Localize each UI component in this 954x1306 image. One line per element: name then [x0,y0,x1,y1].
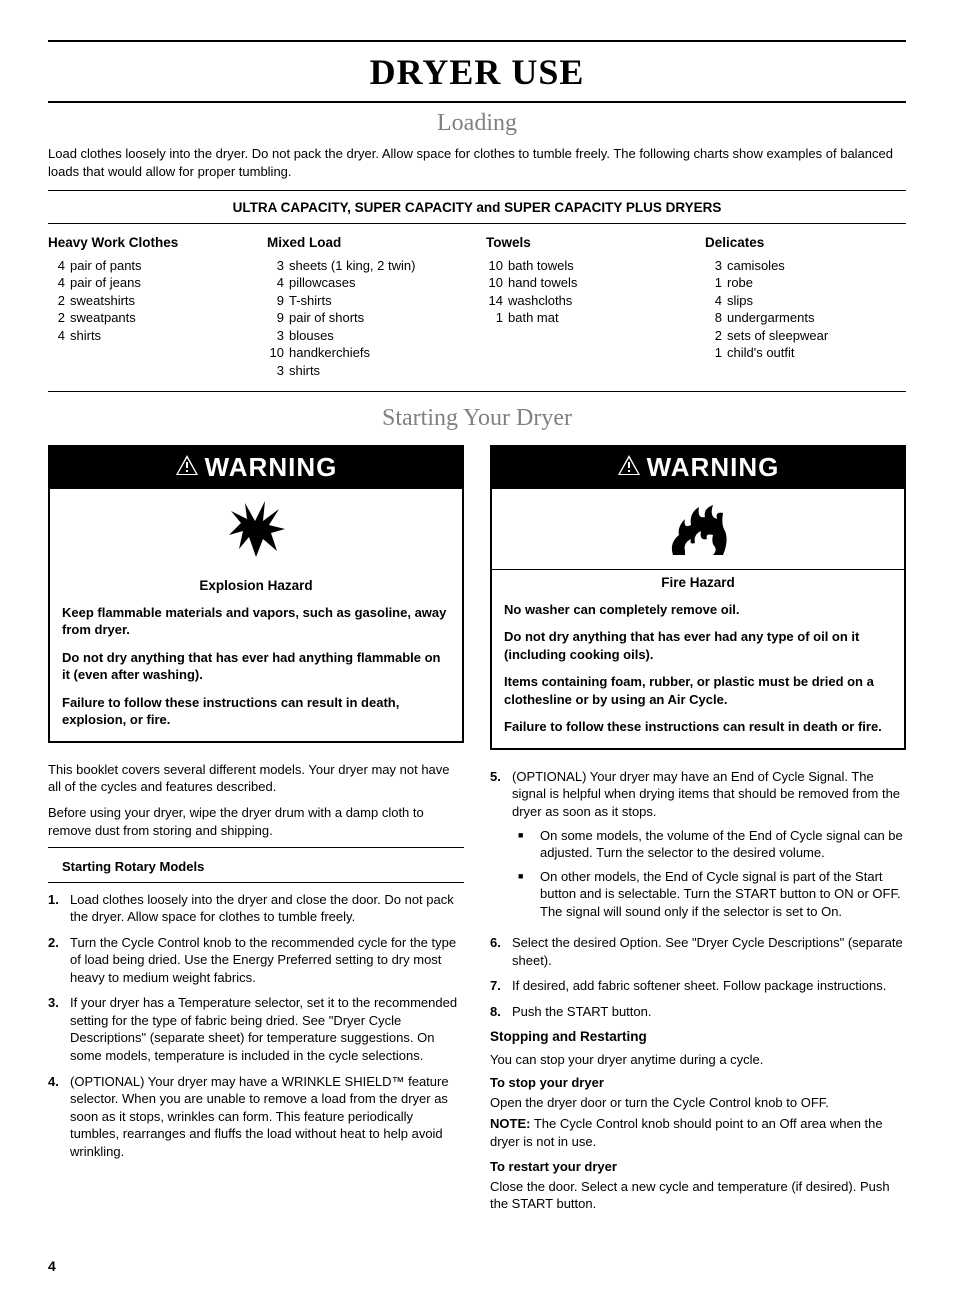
right-column: WARNING Fire Hazard No washer can comple… [490,445,906,1221]
warning-line: Failure to follow these instructions can… [62,694,450,729]
rotary-rule-2 [48,882,464,883]
load-item: 3shirts [267,362,468,380]
to-restart-label: To restart your dryer [490,1158,906,1176]
explosion-body: Keep flammable materials and vapors, suc… [50,604,462,741]
step-8: Push the START button. [490,1003,906,1021]
two-column-layout: WARNING Explosion Hazard Keep flammable … [48,445,906,1221]
load-item: 10hand towels [486,274,687,292]
loading-subtitle: Loading [48,107,906,139]
load-column-title: Mixed Load [267,234,468,252]
load-item: 2sweatshirts [48,292,249,310]
note-line: NOTE: The Cycle Control knob should poin… [490,1115,906,1150]
load-item: 4shirts [48,327,249,345]
load-item: 4pillowcases [267,274,468,292]
load-column: Towels 10bath towels10hand towels14washcl… [486,234,687,379]
warning-line: Items containing foam, rubber, or plasti… [504,673,892,708]
step-5-bullets: On some models, the volume of the End of… [512,827,906,921]
load-column-title: Delicates [705,234,906,252]
warning-line: Do not dry anything that has ever had an… [504,628,892,663]
fire-body: No washer can completely remove oil. Do n… [492,601,904,748]
note-text: The Cycle Control knob should point to a… [490,1116,883,1149]
loading-intro: Load clothes loosely into the dryer. Do … [48,145,906,180]
load-item: 3blouses [267,327,468,345]
load-item: 9pair of shorts [267,309,468,327]
load-item: 1child's outfit [705,344,906,362]
load-item: 3sheets (1 king, 2 twin) [267,257,468,275]
booklet-note: This booklet covers several different mo… [48,761,464,796]
load-item: 10bath towels [486,257,687,275]
warning-box-fire: WARNING Fire Hazard No washer can comple… [490,445,906,750]
warning-label: WARNING [205,450,338,485]
load-list: 3camisoles1robe4slips8undergarments2sets… [705,257,906,362]
steps-left: Load clothes loosely into the dryer and … [48,891,464,1161]
warning-line: Do not dry anything that has ever had an… [62,649,450,684]
step-5: (OPTIONAL) Your dryer may have an End of… [490,768,906,926]
step-5-text: (OPTIONAL) Your dryer may have an End of… [512,769,900,819]
load-item: 4pair of pants [48,257,249,275]
steps-right: (OPTIONAL) Your dryer may have an End of… [490,768,906,1021]
to-stop-label: To stop your dryer [490,1074,906,1092]
load-item: 4pair of jeans [48,274,249,292]
fire-hazard-title: Fire Hazard [492,570,904,600]
warning-header-fire: WARNING [492,447,904,489]
main-title: DRYER USE [48,42,906,101]
capacity-header: ULTRA CAPACITY, SUPER CAPACITY and SUPER… [48,199,906,217]
warning-header-explosion: WARNING [50,447,462,489]
load-item: 9T-shirts [267,292,468,310]
step-item: Turn the Cycle Control knob to the recom… [48,934,464,987]
load-column: Mixed Load 3sheets (1 king, 2 twin)4pillo… [267,234,468,379]
fire-icon-row [492,489,904,570]
step-item: (OPTIONAL) Your dryer may have a WRINKLE… [48,1073,464,1161]
warning-line: Failure to follow these instructions can… [504,718,892,736]
load-item: 10handkerchiefs [267,344,468,362]
load-list: 3sheets (1 king, 2 twin)4pillowcases9T-s… [267,257,468,380]
bullet-item: On some models, the volume of the End of… [512,827,906,862]
step-6: Select the desired Option. See "Dryer Cy… [490,934,906,969]
step-7: If desired, add fabric softener sheet. F… [490,977,906,995]
load-item: 4slips [705,292,906,310]
note-label: NOTE: [490,1116,530,1131]
load-list: 4pair of pants4pair of jeans2sweatshirts… [48,257,249,345]
load-list: 10bath towels10hand towels14washcloths1b… [486,257,687,327]
fire-icon [663,499,733,559]
alert-triangle-icon [617,450,641,485]
load-column-title: Towels [486,234,687,252]
wipe-note: Before using your dryer, wipe the dryer … [48,804,464,839]
capacity-rule-bottom [48,223,906,224]
load-columns: Heavy Work Clothes 4pair of pants4pair of… [48,234,906,379]
to-restart-text: Close the door. Select a new cycle and t… [490,1178,906,1213]
load-item: 1robe [705,274,906,292]
bullet-item: On other models, the End of Cycle signal… [512,868,906,921]
step-item: If your dryer has a Temperature selector… [48,994,464,1064]
stopping-intro: You can stop your dryer anytime during a… [490,1051,906,1069]
title-rule [48,101,906,103]
starting-subtitle: Starting Your Dryer [48,402,906,434]
rotary-rule [48,847,464,848]
page-number: 4 [48,1257,906,1276]
loading-bottom-rule [48,391,906,392]
explosion-icon [221,499,291,563]
warning-label: WARNING [647,450,780,485]
load-column-title: Heavy Work Clothes [48,234,249,252]
rotary-label: Starting Rotary Models [62,858,464,876]
explosion-hazard-title: Explosion Hazard [50,573,462,603]
load-item: 1bath mat [486,309,687,327]
explosion-icon-row [50,489,462,574]
load-item: 14washcloths [486,292,687,310]
warning-line: No washer can completely remove oil. [504,601,892,619]
load-item: 2sweatpants [48,309,249,327]
warning-box-explosion: WARNING Explosion Hazard Keep flammable … [48,445,464,743]
load-item: 2sets of sleepwear [705,327,906,345]
load-column: Heavy Work Clothes 4pair of pants4pair of… [48,234,249,379]
load-item: 8undergarments [705,309,906,327]
load-item: 3camisoles [705,257,906,275]
load-column: Delicates 3camisoles1robe4slips8undergarm… [705,234,906,379]
capacity-rule-top [48,190,906,191]
warning-line: Keep flammable materials and vapors, suc… [62,604,450,639]
left-column: WARNING Explosion Hazard Keep flammable … [48,445,464,1221]
to-stop-text: Open the dryer door or turn the Cycle Co… [490,1094,906,1112]
stopping-heading: Stopping and Restarting [490,1028,906,1046]
step-item: Load clothes loosely into the dryer and … [48,891,464,926]
alert-triangle-icon [175,450,199,485]
